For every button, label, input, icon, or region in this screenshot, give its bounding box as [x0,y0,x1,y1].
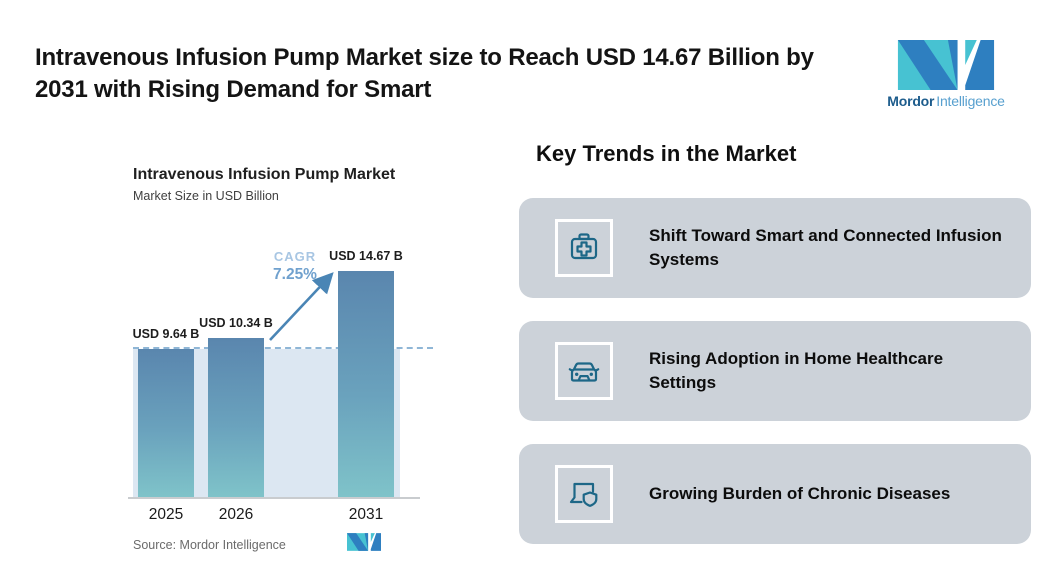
bar-year-label: 2025 [148,506,184,523]
chart-reference-dashed-line [133,347,433,349]
car-icon [555,342,613,400]
brand-logo: Mordor Intelligence [886,40,1006,109]
bar-2031: USD 14.67 B 2031 [329,225,403,523]
trend-card-home-healthcare: Rising Adoption in Home Healthcare Setti… [519,321,1031,421]
laptop-shield-icon [555,465,613,523]
bar-value-label: USD 14.67 B [329,249,403,263]
bar-value-label: USD 10.34 B [199,316,273,330]
mordor-logo-icon [886,40,1006,90]
page-title: Intravenous Infusion Pump Market size to… [35,42,895,106]
cagr-value: 7.25% [273,266,317,283]
first-aid-kit-icon [555,219,613,277]
chart-x-axis [128,497,420,499]
brand-name-bold: Mordor [887,93,935,109]
chart-source-row: Source: Mordor Intelligence [133,533,381,556]
bar-2025: USD 9.64 B 2025 [133,225,200,523]
bar-value-label: USD 9.64 B [132,327,200,341]
trend-label: Growing Burden of Chronic Diseases [649,484,951,503]
brand-name-light: Intelligence [936,93,1005,109]
page-title-line-1: Intravenous Infusion Pump Market size to… [35,44,814,71]
bar-year-label: 2026 [218,506,254,523]
trends-heading: Key Trends in the Market [536,141,797,166]
chart-subtitle: Market Size in USD Billion [133,189,279,203]
bar-rect [208,338,264,497]
brand-name: Mordor Intelligence [886,93,1006,109]
trend-card-smart-connected: Shift Toward Smart and Connected Infusio… [519,198,1031,298]
chart-title: Intravenous Infusion Pump Market [133,166,396,183]
cagr-label: CAGR [273,249,317,264]
bar-rect [138,349,194,497]
bar-2026: USD 10.34 B 2026 [199,225,273,523]
cagr-annotation: CAGR 7.25% [260,249,330,284]
trend-label: Rising Adoption in Home Healthcare Setti… [649,349,944,392]
chart-plot-area: CAGR 7.25% USD 9.64 B 2025 USD 10.34 B 2026… [128,225,433,523]
mordor-logo-small-icon [347,533,381,556]
trend-card-chronic-diseases: Growing Burden of Chronic Diseases [519,444,1031,544]
market-size-chart: Intravenous Infusion Pump Market Market … [128,166,433,556]
page-title-line-2: 2031 with Rising Demand for Smart [35,76,432,103]
bar-year-label: 2031 [348,506,384,523]
chart-source: Source: Mordor Intelligence [133,537,286,552]
trend-label: Shift Toward Smart and Connected Infusio… [649,226,1002,269]
bar-rect [338,271,394,497]
trend-cards: Shift Toward Smart and Connected Infusio… [519,198,1031,567]
